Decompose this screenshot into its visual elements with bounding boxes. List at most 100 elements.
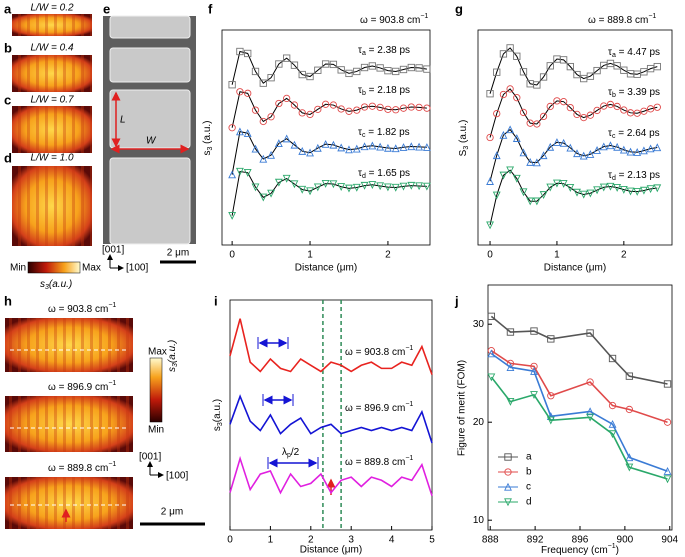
marker (519, 108, 528, 117)
marker (321, 179, 330, 188)
panel-label: a (4, 1, 12, 16)
marker (492, 191, 501, 200)
marker (633, 187, 642, 196)
y-axis-label: Figure of merit (FOM) (457, 360, 468, 456)
marker (415, 64, 423, 72)
marker (586, 329, 594, 337)
marker (267, 113, 275, 121)
marker (512, 134, 521, 142)
marker (573, 70, 581, 79)
image-title-part: ω = 903.8 cm (48, 304, 108, 315)
annotation: τd = 2.13 ps (608, 170, 660, 182)
marker (368, 181, 377, 190)
image-title-part: −1 (108, 461, 116, 468)
series-line (229, 318, 433, 375)
marker (600, 102, 608, 110)
annotation-part: −1 (648, 13, 656, 20)
marker (559, 180, 568, 188)
panel-label: h (4, 293, 12, 308)
marker (352, 144, 361, 153)
x-tick-label: 892 (527, 535, 544, 546)
marker (613, 102, 621, 111)
marker (579, 190, 588, 199)
annotation-part: p (287, 452, 291, 459)
marker (422, 143, 431, 151)
marker (586, 150, 595, 158)
marker (274, 178, 283, 187)
series-line (490, 376, 668, 480)
annotation-part: = 2.38 ps (366, 45, 410, 56)
marker (526, 157, 535, 166)
y-tick-label: 10 (473, 515, 485, 526)
marker (376, 64, 384, 72)
panel-label: e (103, 1, 110, 16)
x-axis-label-part: −1 (608, 543, 616, 550)
marker (391, 144, 400, 153)
marker (259, 154, 268, 163)
panel-a-d (12, 14, 92, 274)
marker (251, 144, 260, 153)
series-line (490, 352, 668, 472)
marker (275, 99, 283, 108)
annotation: τc = 1.82 ps (358, 127, 410, 139)
marker (633, 148, 642, 156)
marker (626, 187, 635, 196)
axis-direction: [001] (139, 452, 161, 463)
annotation-part: c (362, 132, 366, 139)
marker (267, 150, 276, 159)
marker (653, 103, 661, 111)
annotation-part: τ (358, 45, 362, 56)
image-title: L/W = 0.2 (30, 3, 74, 14)
panel-e (103, 15, 196, 271)
marker (337, 143, 346, 152)
marker (228, 170, 237, 179)
annotation-part: = 2.18 ps (366, 85, 410, 96)
marker (236, 88, 244, 96)
marker (274, 139, 283, 148)
annotation: τd = 1.65 ps (358, 168, 410, 180)
marker (559, 56, 568, 64)
marker (559, 98, 568, 106)
marker (504, 482, 512, 491)
x-tick-label: 5 (429, 535, 435, 546)
marker (352, 183, 361, 192)
axis-direction: [100] (166, 471, 188, 482)
y-axis-label: s3 (a.u.) (202, 120, 214, 155)
marker (282, 174, 291, 183)
marker (547, 335, 555, 343)
marker (423, 104, 431, 112)
marker (337, 183, 346, 191)
marker (504, 468, 512, 476)
annotation-part: λ (282, 447, 287, 458)
marker (533, 81, 541, 89)
marker (423, 65, 431, 73)
marker (407, 103, 415, 111)
marker (267, 74, 275, 82)
annotation: ω = 903.8 cm−1 (345, 345, 413, 358)
marker (235, 127, 244, 136)
colorbar-label-part: (a.u.) (167, 340, 178, 363)
marker (392, 106, 400, 114)
colorbar-min: Min (148, 425, 164, 436)
series-line (490, 315, 668, 385)
marker (321, 100, 330, 108)
marker (353, 106, 361, 114)
marker (486, 133, 494, 142)
marker (608, 401, 617, 410)
marker (506, 328, 515, 336)
annotation-part: τ (608, 87, 612, 98)
marker (368, 62, 377, 70)
marker (530, 367, 538, 375)
marker (506, 397, 515, 406)
marker (360, 63, 369, 72)
marker (415, 182, 424, 191)
marker (608, 430, 617, 439)
marker (513, 52, 521, 60)
image-title-part: −1 (108, 380, 116, 387)
series-line (489, 47, 658, 94)
marker (259, 117, 267, 126)
y-axis-label-part: s (212, 426, 223, 431)
marker (625, 463, 634, 472)
y-axis-label-part: 3 (217, 422, 224, 426)
